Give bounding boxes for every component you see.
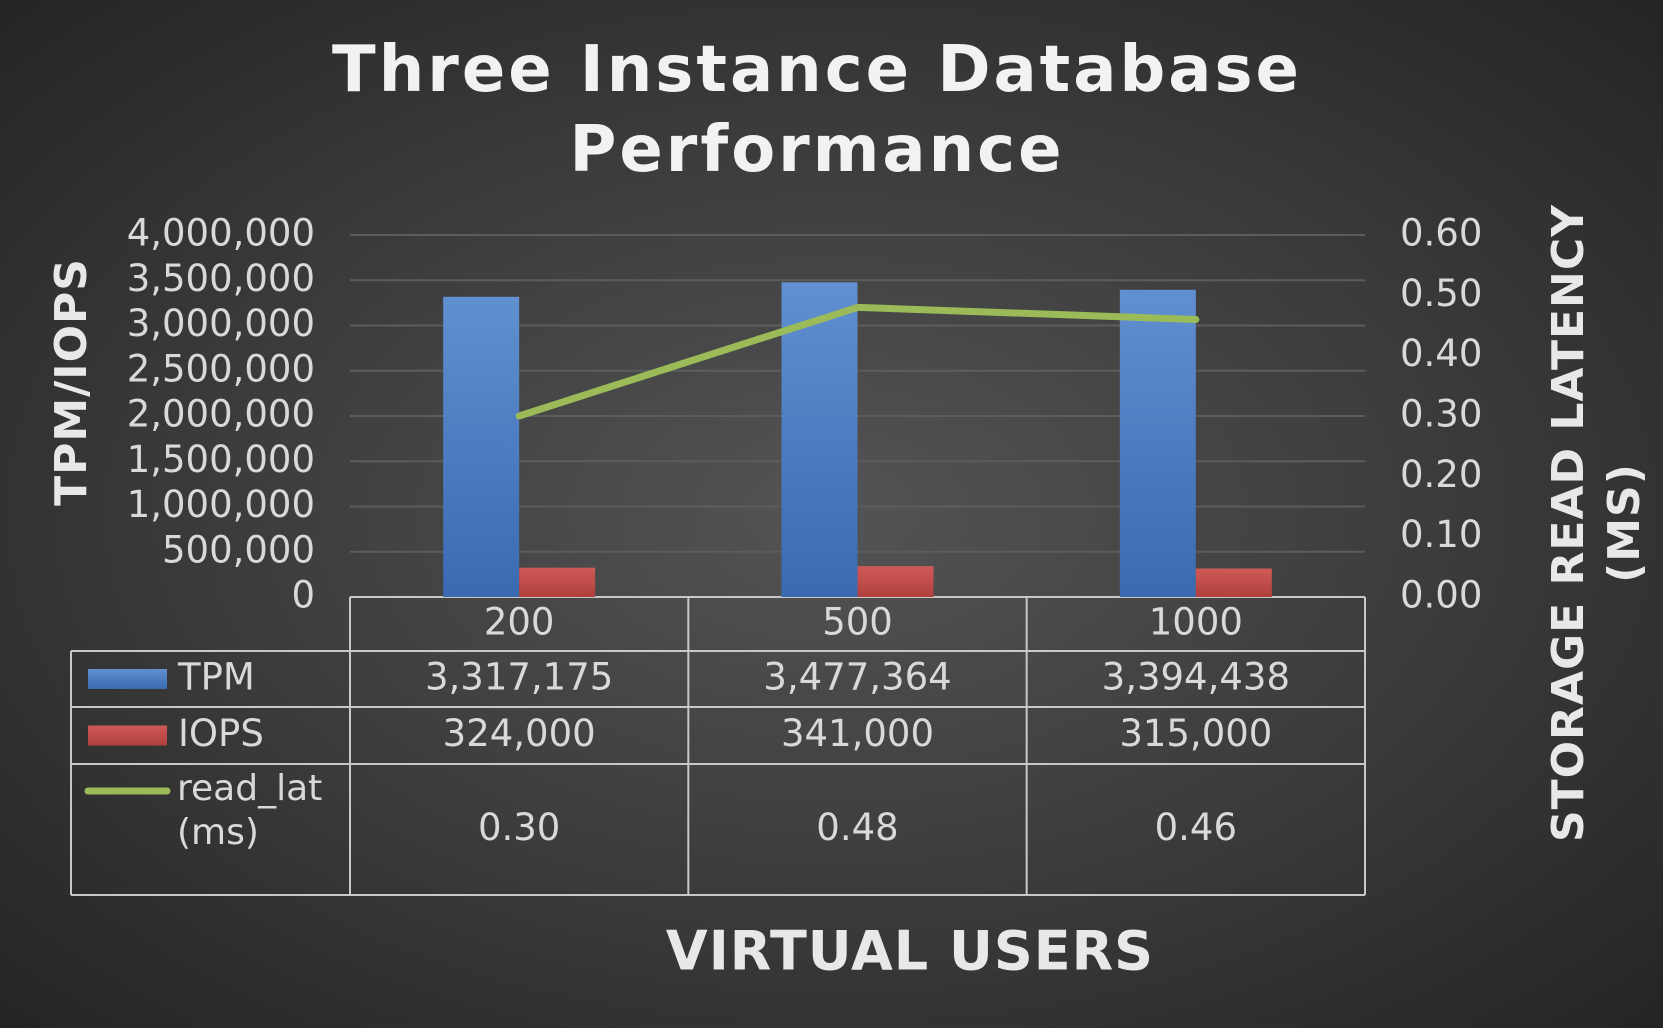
table-value: 3,317,175: [425, 656, 613, 699]
x-tick-label: 1000: [1149, 601, 1243, 644]
y2-axis-title: STORAGE READ LATENCY (MS): [1543, 203, 1650, 843]
bar: [857, 566, 934, 597]
line: [515, 303, 1200, 420]
y2-tick-label: 0.30: [1400, 393, 1482, 436]
legend-label: read_lat (ms): [177, 768, 323, 853]
table-value: 0.48: [816, 806, 898, 849]
x-tick-label: 200: [484, 601, 555, 644]
y2-tick-label: 0.40: [1400, 332, 1482, 375]
y-tick-label: 0: [291, 574, 315, 617]
y-tick-label: 2,000,000: [127, 393, 315, 436]
bar: [443, 296, 520, 597]
y-tick-label: 1,500,000: [127, 438, 315, 481]
table-value: 324,000: [443, 712, 596, 755]
y-axis-title: TPM/IOPS: [46, 258, 97, 506]
bar: [519, 567, 596, 597]
chart-title: Three Instance Database Performance: [332, 33, 1302, 187]
table-value: 3,394,438: [1102, 656, 1290, 699]
bar: [1119, 289, 1196, 597]
table-value: 0.30: [478, 806, 560, 849]
y2-tick-label: 0.00: [1400, 574, 1482, 617]
legend-label: IOPS: [178, 712, 264, 755]
bar: [1195, 568, 1272, 597]
legend-swatch: [88, 725, 167, 746]
y-tick-label: 4,000,000: [127, 212, 315, 255]
y-tick-label: 2,500,000: [127, 347, 315, 390]
y-tick-label: 500,000: [162, 528, 315, 571]
y-tick-label: 1,000,000: [127, 483, 315, 526]
x-tick-label: 500: [822, 601, 893, 644]
y2-tick-label: 0.20: [1400, 453, 1482, 496]
y-tick-label: 3,500,000: [127, 257, 315, 300]
legend-swatch: [88, 669, 167, 689]
legend-label: TPM: [177, 656, 255, 699]
y-tick-label: 3,000,000: [127, 302, 315, 345]
table-value: 3,477,364: [763, 656, 951, 699]
x-axis-title: VIRTUAL USERS: [666, 920, 1154, 983]
y2-tick-label: 0.60: [1400, 212, 1482, 255]
table-value: 341,000: [781, 712, 934, 755]
y2-tick-label: 0.50: [1400, 272, 1482, 315]
table-value: 315,000: [1119, 712, 1272, 755]
y2-tick-label: 0.10: [1400, 513, 1482, 556]
bar: [781, 282, 858, 597]
table-value: 0.46: [1155, 806, 1237, 849]
